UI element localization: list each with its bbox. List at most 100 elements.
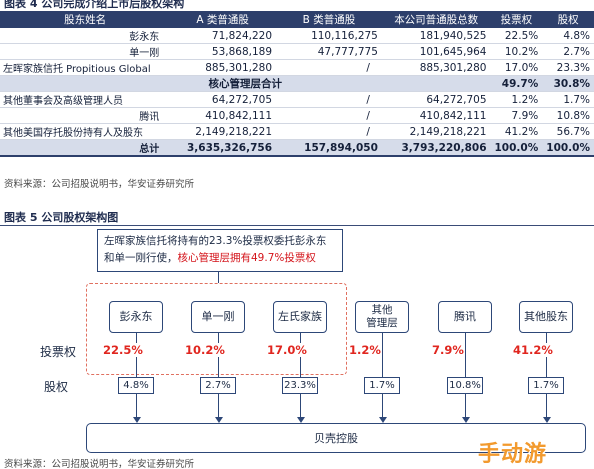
row-equity: 1.7%	[542, 91, 594, 108]
equity-connector	[300, 394, 301, 417]
table-row: 左晖家族信托 Propitious Global 885,301,280 / 8…	[0, 59, 594, 76]
row-total: 181,940,525	[381, 28, 491, 44]
voting-pct: 10.2%	[184, 343, 226, 357]
voting-pct: 17.0%	[266, 343, 308, 357]
col-class-a: A 类普通股	[169, 11, 277, 28]
equity-connector	[382, 394, 383, 417]
arrow-down-icon	[296, 417, 305, 423]
row-vote: 7.9%	[490, 107, 543, 124]
row-equity: 2.7%	[542, 43, 594, 60]
equity-stake-box: 1.7%	[528, 377, 564, 394]
row-equity: 56.7%	[542, 123, 594, 140]
note-line-2-prefix: 和单一刚行使，	[104, 252, 178, 264]
row-class-a: 410,842,111	[169, 107, 277, 124]
title-rule	[0, 225, 594, 226]
arrow-down-icon	[132, 417, 141, 423]
row-equity: 23.3%	[542, 59, 594, 76]
row-class-a: 3,635,326,756	[169, 139, 277, 157]
table-row: 腾讯 410,842,111 / 410,842,111 7.9% 10.8%	[0, 107, 594, 124]
figure-5-title: 图表 5 公司股权架构图	[4, 211, 119, 224]
figure-4-source: 资料来源：公司招股说明书，华安证券研究所	[4, 179, 195, 190]
row-name: 腾讯	[0, 107, 170, 124]
row-vote: 10.2%	[490, 43, 543, 60]
row-name: 总计	[0, 139, 170, 157]
holder-box: 腾讯	[438, 301, 492, 333]
equity-connector	[218, 394, 219, 417]
row-class-a: 53,868,189	[169, 43, 277, 60]
voting-pct: 41.2%	[512, 343, 554, 357]
company-box: 贝壳控股	[86, 423, 586, 453]
row-class-b: /	[276, 123, 382, 140]
row-vote: 1.2%	[490, 91, 543, 108]
voting-note: 左晖家族信托将持有的23.3%投票权委托彭永东 和单一刚行使，核心管理层拥有49…	[97, 229, 343, 272]
holder-connector	[382, 333, 383, 377]
note-connector	[218, 272, 219, 283]
row-name: 彭永东	[0, 28, 170, 44]
row-vote: 49.7%	[490, 75, 543, 92]
col-equity: 股权	[542, 11, 594, 28]
row-name: 左晖家族信托 Propitious Global	[0, 59, 170, 76]
row-vote: 17.0%	[490, 59, 543, 76]
table-row: 其他美国存托股份持有人及股东 2,149,218,221 / 2,149,218…	[0, 123, 594, 140]
row-total: 101,645,964	[381, 43, 491, 60]
note-line-1: 左晖家族信托将持有的23.3%投票权委托彭永东	[104, 235, 327, 247]
equity-stake-box: 23.3%	[282, 377, 318, 394]
holder-connector	[465, 333, 466, 377]
table-row: 彭永东 71,824,220 110,116,275 181,940,525 2…	[0, 28, 594, 44]
core-management-group	[86, 283, 347, 375]
note-line-2: 和单一刚行使，核心管理层拥有49.7%投票权	[104, 250, 336, 267]
row-name: 其他董事会及高级管理人员	[0, 91, 170, 108]
row-total: 410,842,111	[381, 107, 491, 124]
row-vote: 22.5%	[490, 28, 543, 44]
equity-connector	[465, 394, 466, 417]
table-header-row: 股东姓名 A 类普通股 B 类普通股 本公司普通股总数 投票权 股权	[0, 11, 594, 28]
col-shareholder: 股东姓名	[0, 11, 170, 28]
equity-connector	[546, 394, 547, 417]
col-voting: 投票权	[490, 11, 543, 28]
col-class-b: B 类普通股	[276, 11, 382, 28]
voting-pct: 1.2%	[348, 343, 382, 357]
equity-connector	[136, 394, 137, 417]
equity-stake-box: 2.7%	[200, 377, 236, 394]
equity-row-label: 股权	[44, 380, 69, 394]
watermark-logo: 手动游	[478, 442, 548, 467]
row-class-a: 885,301,280	[169, 59, 277, 76]
holder-box: 单一刚	[191, 301, 245, 333]
row-total: 3,793,220,806	[381, 139, 491, 157]
row-equity: 100.0%	[542, 139, 594, 157]
holder-box: 其他股东	[519, 301, 573, 333]
arrow-down-icon	[214, 417, 223, 423]
arrow-down-icon	[542, 417, 551, 423]
row-class-b: 47,777,775	[276, 43, 382, 60]
table-row-total: 总计 3,635,326,756 157,894,050 3,793,220,8…	[0, 139, 594, 157]
row-class-b: /	[276, 91, 382, 108]
table-row: 单一刚 53,868,189 47,777,775 101,645,964 10…	[0, 43, 594, 60]
table-row-subtotal: 核心管理层合计 49.7% 30.8%	[0, 75, 594, 92]
row-class-b: 110,116,275	[276, 28, 382, 44]
equity-stake-box: 1.7%	[364, 377, 400, 394]
row-class-b: /	[276, 59, 382, 76]
row-total: 885,301,280	[381, 59, 491, 76]
row-class-a: 64,272,705	[169, 91, 277, 108]
holder-box: 左氏家族	[273, 301, 327, 333]
note-line-2-highlight: 核心管理层拥有49.7%投票权	[177, 252, 316, 264]
row-class-a: 71,824,220	[169, 28, 277, 44]
voting-pct: 22.5%	[102, 343, 144, 357]
shareholding-table: 股东姓名 A 类普通股 B 类普通股 本公司普通股总数 投票权 股权 彭永东 7…	[0, 11, 594, 157]
row-name: 核心管理层合计	[0, 75, 491, 92]
holder-box: 彭永东	[109, 301, 163, 333]
arrow-down-icon	[461, 417, 470, 423]
row-vote: 100.0%	[490, 139, 543, 157]
arrow-down-icon	[378, 417, 387, 423]
row-equity: 30.8%	[542, 75, 594, 92]
row-equity: 10.8%	[542, 107, 594, 124]
row-total: 2,149,218,221	[381, 123, 491, 140]
voting-pct: 7.9%	[431, 343, 465, 357]
row-total: 64,272,705	[381, 91, 491, 108]
table-row: 其他董事会及高级管理人员 64,272,705 / 64,272,705 1.2…	[0, 91, 594, 108]
col-total-shares: 本公司普通股总数	[381, 11, 491, 28]
figure-5-source: 资料来源：公司招股说明书，华安证券研究所	[4, 459, 195, 469]
equity-stake-box: 10.8%	[447, 377, 483, 394]
voting-row-label: 投票权	[40, 345, 77, 359]
row-class-a: 2,149,218,221	[169, 123, 277, 140]
